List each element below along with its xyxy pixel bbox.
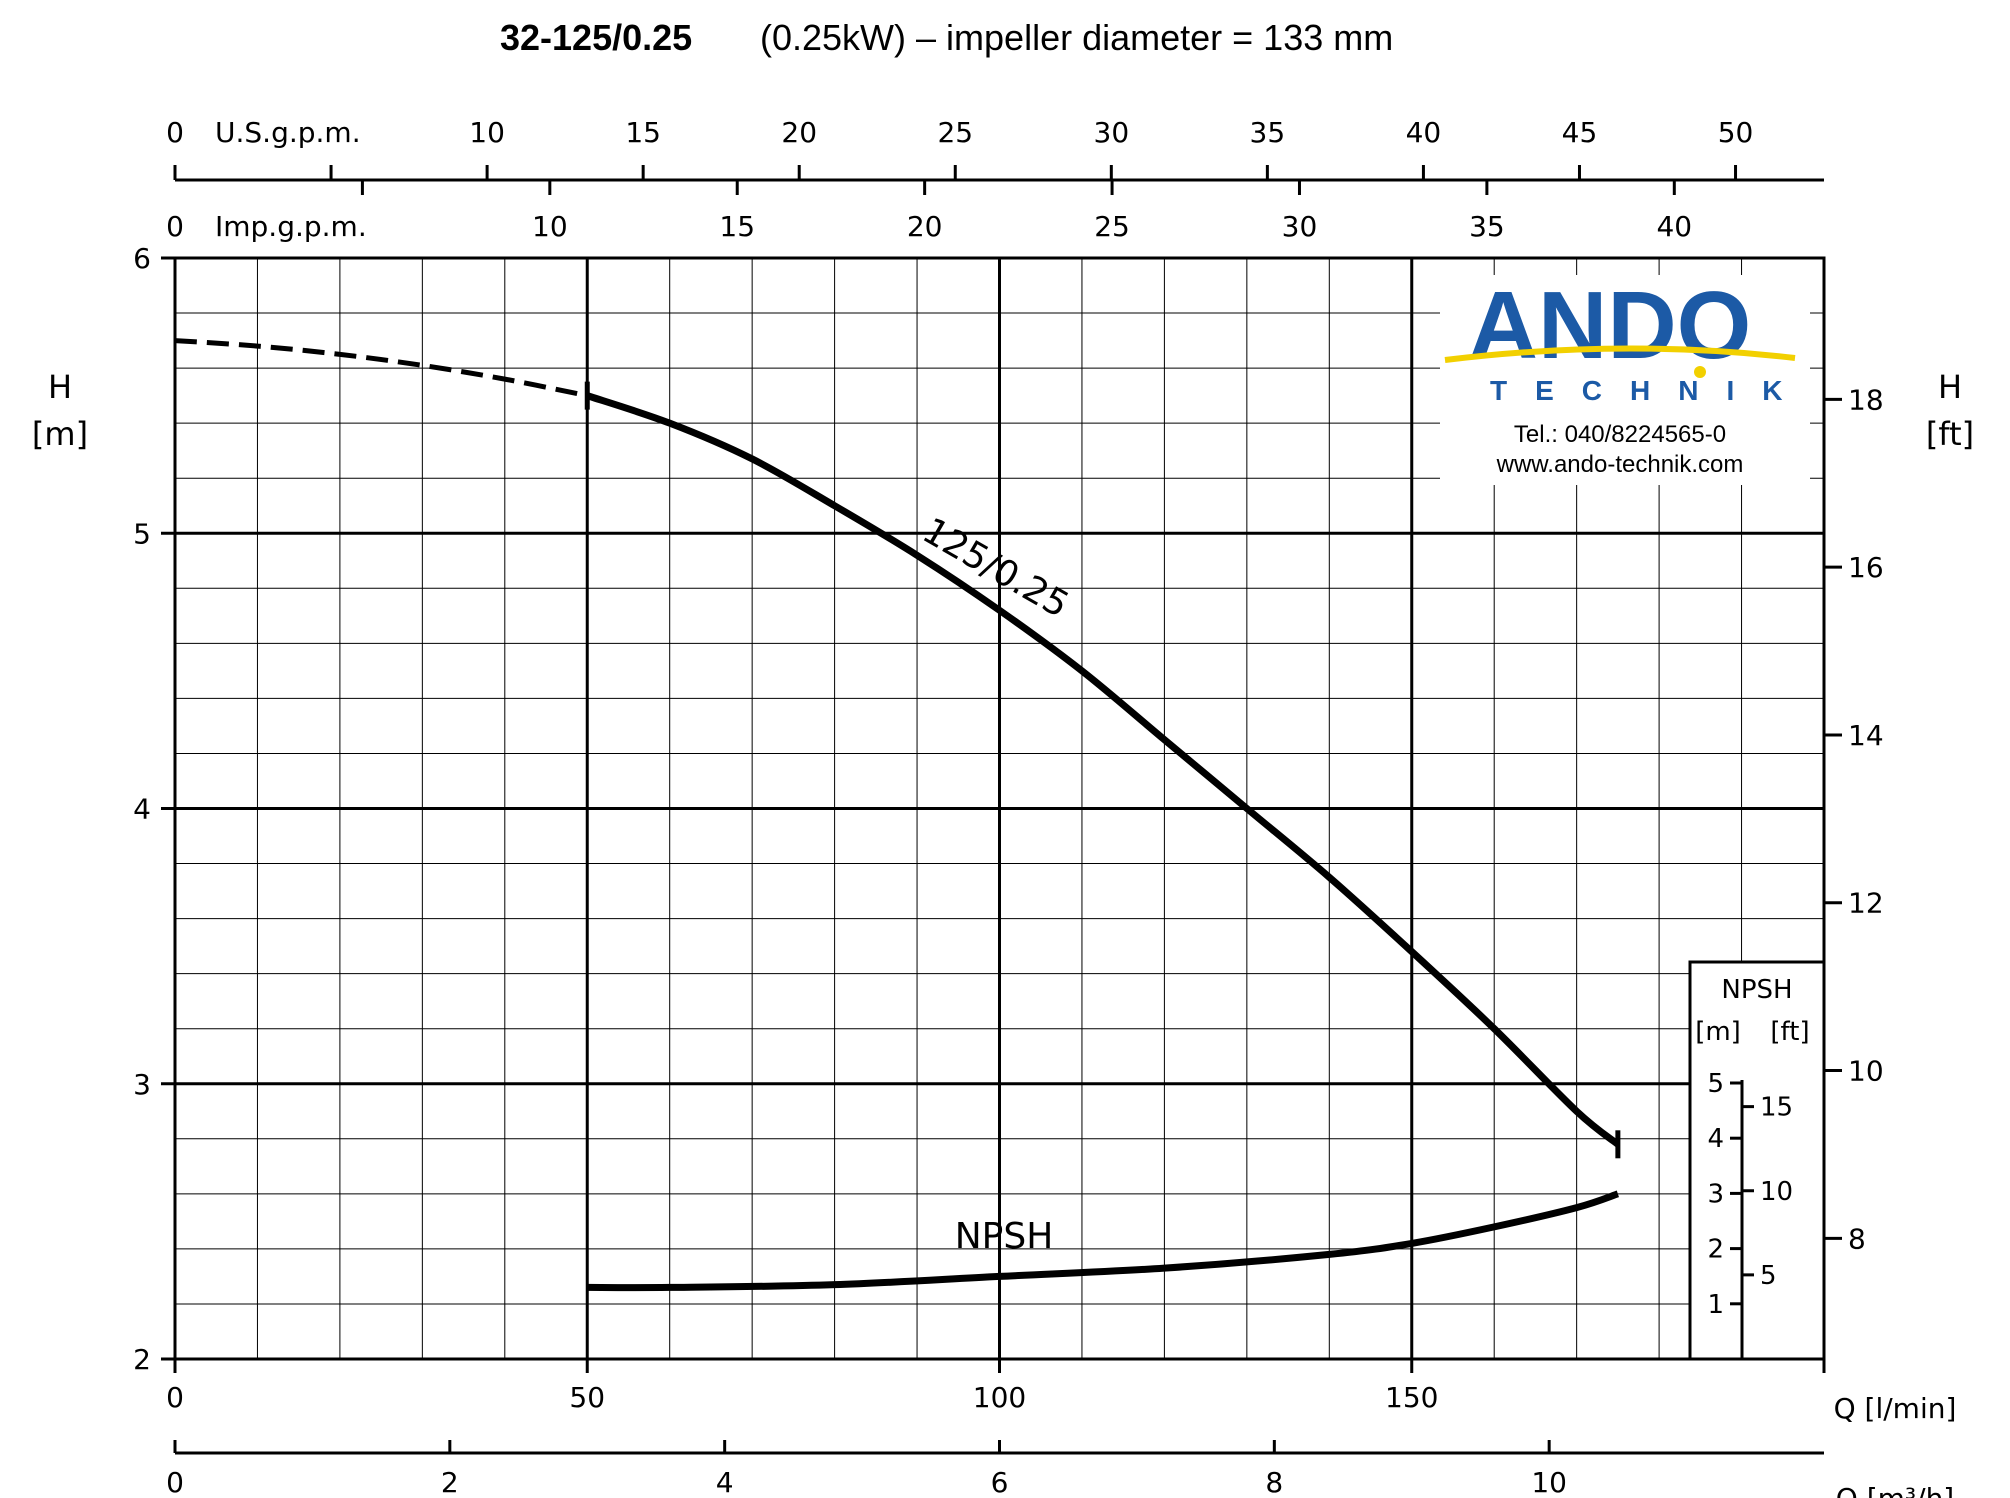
npsh-inset-box — [1688, 960, 1826, 1361]
logo-background — [1440, 275, 1810, 485]
logo-dot — [1694, 366, 1706, 378]
m3h-axis-tick-label: 4 — [716, 1466, 734, 1498]
m3h-axis-label: Q [m³/h] — [1836, 1482, 1954, 1498]
usgpm-axis-tick-label: 45 — [1562, 116, 1598, 149]
usgpm-axis-tick-label: 30 — [1094, 116, 1130, 149]
left-axis-unit: [m] — [32, 415, 88, 453]
npsh-inset-ft-tick-label: 15 — [1760, 1093, 1793, 1123]
chart-title-model: 32-125/0.25 — [500, 17, 692, 58]
usgpm-axis-tick-label: 20 — [781, 116, 817, 149]
right-axis-tick-label: 18 — [1848, 383, 1884, 416]
m3h-axis-tick-label: 2 — [441, 1466, 459, 1498]
npsh-inset-m-tick-label: 3 — [1707, 1179, 1724, 1209]
usgpm-axis-tick-label: 40 — [1406, 116, 1442, 149]
right-axis-tick-label: 16 — [1848, 551, 1884, 584]
npsh-inset-ft-tick-label: 5 — [1760, 1261, 1777, 1291]
npsh-inset-m-tick-label: 4 — [1707, 1124, 1724, 1154]
ando-logo: ANDO TECHNIK Tel.: 040/8224565-0 www.and… — [1440, 272, 1810, 485]
m3h-axis-tick-label: 8 — [1265, 1466, 1283, 1498]
impgpm-axis-tick-label: 15 — [719, 210, 755, 243]
impgpm-axis-label: Imp.g.p.m. — [215, 210, 367, 243]
usgpm-axis-tick-label: 50 — [1718, 116, 1754, 149]
right-axis-symbol: H — [1938, 368, 1962, 406]
right-axis-unit: [ft] — [1926, 415, 1974, 453]
impgpm-axis-tick-label: 25 — [1094, 210, 1130, 243]
npsh-inset-unit-m: [m] — [1695, 1017, 1741, 1047]
lpm-axis-tick-label: 150 — [1385, 1381, 1438, 1414]
lpm-axis-tick-label: 50 — [569, 1381, 605, 1414]
lpm-axis-tick-label: 100 — [973, 1381, 1026, 1414]
npsh-curve-label: NPSH — [955, 1216, 1054, 1257]
impgpm-axis-tick-label: 35 — [1469, 210, 1505, 243]
usgpm-axis-tick-label: 15 — [625, 116, 661, 149]
right-axis-tick-label: 8 — [1848, 1222, 1866, 1255]
usgpm-axis-tick-label: 35 — [1250, 116, 1286, 149]
head-curve-line — [586, 392, 1621, 1148]
m3h-axis-tick-label: 0 — [166, 1466, 184, 1498]
logo-phone: Tel.: 040/8224565-0 — [1514, 421, 1726, 448]
left-axis-tick-label: 3 — [133, 1068, 151, 1101]
right-axis-tick-label: 10 — [1848, 1055, 1884, 1088]
npsh-inset-unit-ft: [ft] — [1770, 1017, 1809, 1047]
npsh-inset-m-tick-label: 5 — [1707, 1069, 1724, 1099]
lpm-axis-label: Q [l/min] — [1834, 1392, 1957, 1425]
npsh-inset-ft-tick-label: 10 — [1760, 1177, 1793, 1207]
impgpm-axis-tick-label: 30 — [1282, 210, 1318, 243]
right-axis-tick-label: 14 — [1848, 719, 1884, 752]
lpm-axis-tick-label: 0 — [166, 1381, 184, 1414]
left-axis-symbol: H — [48, 368, 72, 406]
logo-swoosh — [1444, 345, 1796, 363]
impgpm-axis-tick-label: 40 — [1656, 210, 1692, 243]
curves — [174, 338, 1621, 1292]
logo-technik-text: TECHNIK — [1490, 375, 1810, 406]
m3h-axis-tick-label: 10 — [1531, 1466, 1567, 1498]
usgpm-axis-tick-label: 10 — [469, 116, 505, 149]
m3h-axis-tick-label: 6 — [991, 1466, 1009, 1498]
impgpm-zero-label: 0 — [166, 210, 184, 243]
chart-title-detail: (0.25kW) – impeller diameter = 133 mm — [760, 17, 1393, 58]
head-curve-dashed-segment — [174, 338, 588, 399]
left-axis-tick-label: 5 — [133, 517, 151, 550]
logo-website: www.ando-technik.com — [1496, 451, 1744, 478]
left-axis-tick-label: 2 — [133, 1343, 151, 1376]
left-axis-tick-label: 4 — [133, 793, 151, 826]
npsh-inset-scale: NPSH [m] [ft] 1 2 3 4 5 5 10 15 — [1688, 960, 1826, 1361]
impgpm-axis-tick-label: 20 — [907, 210, 943, 243]
usgpm-zero-label: 0 — [166, 116, 184, 149]
right-axis-tick-label: 12 — [1848, 887, 1884, 920]
left-axis-tick-label: 6 — [133, 242, 151, 275]
npsh-curve-line — [587, 1190, 1620, 1292]
npsh-inset-m-tick-label: 2 — [1707, 1235, 1724, 1265]
npsh-inset-m-tick-label: 1 — [1707, 1290, 1724, 1320]
top-axes: 0 U.S.g.p.m. 0 Imp.g.p.m. — [166, 116, 1824, 243]
usgpm-axis-tick-label: 25 — [937, 116, 973, 149]
impgpm-axis-tick-label: 10 — [532, 210, 568, 243]
npsh-inset-title: NPSH — [1721, 975, 1792, 1005]
usgpm-axis-label: U.S.g.p.m. — [215, 116, 361, 149]
logo-ando-text: ANDO — [1469, 272, 1752, 379]
